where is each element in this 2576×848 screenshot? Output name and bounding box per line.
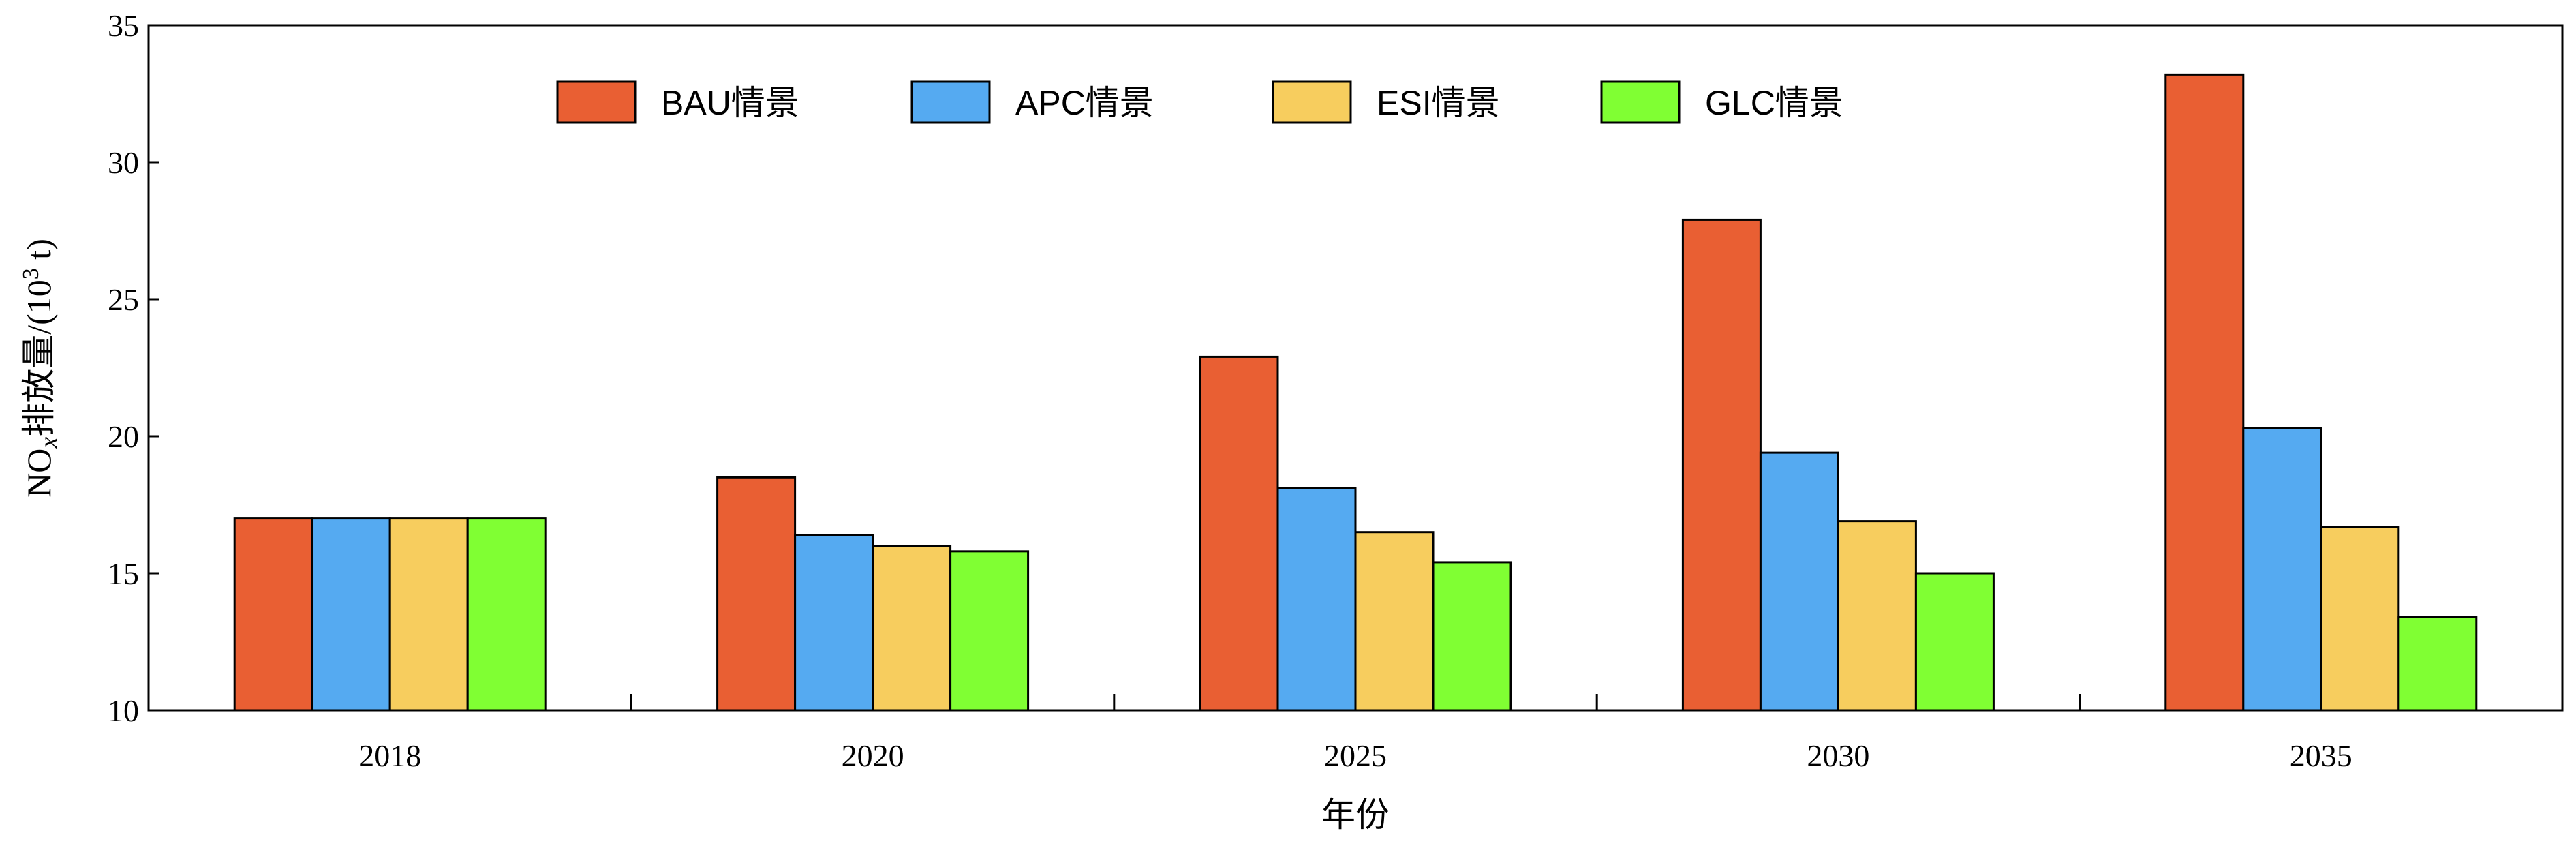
bar-2030-0 (1681, 218, 1762, 712)
bar-2030-1 (1759, 451, 1839, 712)
legend-swatch (910, 80, 991, 124)
bar-2030-2 (1837, 520, 1917, 712)
bar-2025-2 (1354, 531, 1435, 712)
bar-2018-0 (233, 517, 313, 712)
legend-label: ESI情景 (1377, 84, 1500, 122)
bar-2020-2 (872, 545, 952, 712)
y-tick-label: 15 (108, 556, 139, 591)
y-tick-label: 10 (108, 693, 139, 728)
legend-label: APC情景 (1015, 84, 1154, 122)
legend-swatch (1272, 80, 1352, 124)
x-tick-label: 2025 (1324, 738, 1387, 773)
bar-2025-0 (1199, 355, 1279, 712)
bar-2035-1 (2242, 427, 2322, 712)
bar-2020-3 (949, 550, 1030, 712)
legend: BAU情景 APC情景 ESI情景 GLC情景 (556, 80, 1843, 124)
y-axis-title-main: NO (20, 449, 58, 498)
bar-2020-0 (716, 476, 797, 712)
x-tick-label: 2035 (2290, 738, 2352, 773)
bar-2035-2 (2320, 526, 2400, 712)
y-axis-title-sup: 3 (18, 268, 44, 279)
bar-2025-1 (1276, 487, 1357, 712)
x-axis: 2018 2020 2025 2030 2035 (358, 694, 2352, 773)
x-tick-label: 2030 (1807, 738, 1869, 773)
legend-swatch (556, 80, 637, 124)
y-tick-label: 25 (108, 282, 139, 317)
bar-2018-1 (311, 517, 391, 712)
bar-2025-3 (1432, 561, 1512, 712)
y-axis-title-sub: x (35, 437, 63, 449)
bar-2035-0 (2164, 73, 2245, 712)
bar-2030-3 (1914, 572, 1995, 712)
x-tick-label: 2018 (358, 738, 421, 773)
x-axis-title: 年份 (1321, 796, 1390, 834)
y-axis-title: NOx排放量/(103 t) (18, 239, 63, 498)
bar-group (233, 73, 2478, 712)
y-tick-label: 35 (108, 8, 139, 43)
legend-label: GLC情景 (1705, 84, 1843, 122)
x-tick-label: 2020 (842, 738, 904, 773)
bar-2018-3 (466, 517, 547, 712)
y-axis: 10 15 20 25 30 35 (108, 8, 159, 728)
bar-2020-1 (794, 534, 874, 712)
y-tick-label: 20 (108, 419, 139, 454)
y-axis-title-tail: t) (20, 239, 58, 268)
legend-label: BAU情景 (661, 84, 799, 122)
legend-swatch (1600, 80, 1681, 124)
bar-2035-3 (2397, 616, 2478, 712)
y-tick-label: 30 (108, 145, 139, 180)
y-axis-title-cn: 排放量/(10 (20, 279, 58, 437)
bar-2018-2 (388, 517, 469, 712)
